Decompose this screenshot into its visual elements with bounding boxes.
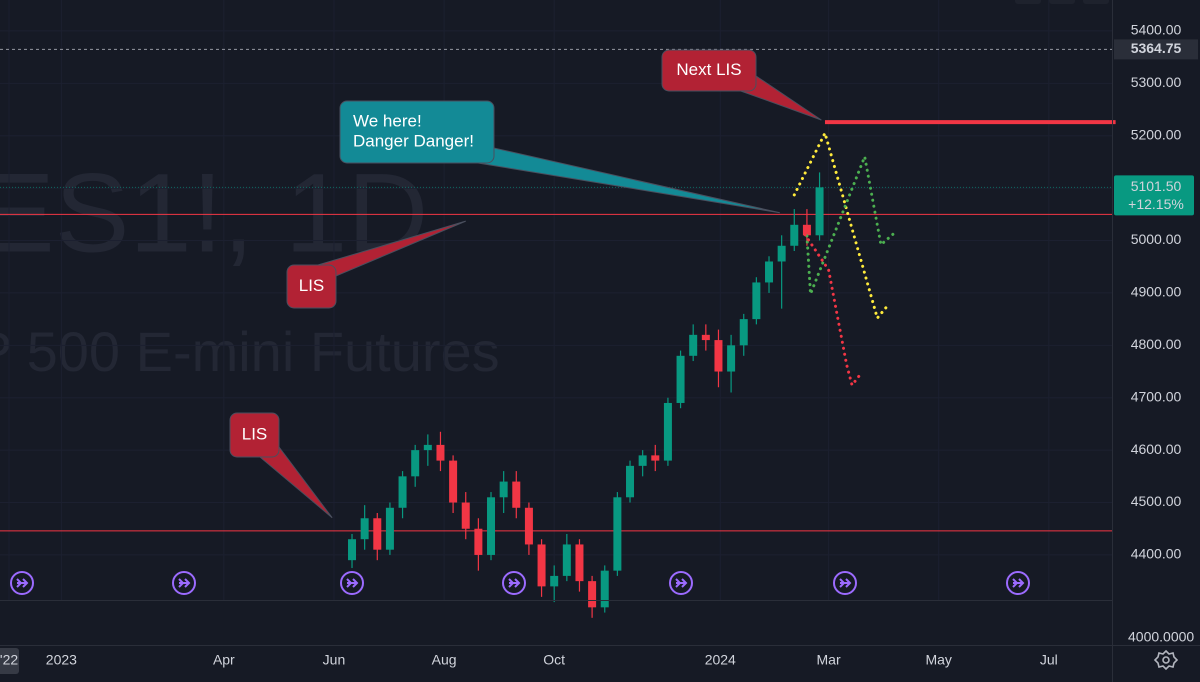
- y-tick-label: 4600.00: [1131, 441, 1182, 457]
- x-tick-label: Jun: [323, 652, 346, 668]
- candle-body: [689, 334, 698, 356]
- candle-body: [537, 544, 546, 587]
- callout-text: LIS: [242, 424, 268, 443]
- candle-body: [790, 224, 799, 246]
- candle-body: [765, 261, 774, 283]
- y-tick-label: 4900.00: [1131, 284, 1182, 300]
- candle-body: [499, 481, 508, 498]
- callout-text: Next LIS: [676, 60, 741, 79]
- x-tick-label: Jul: [1040, 652, 1058, 668]
- axes: 5400.005300.005200.005100.005000.004900.…: [0, 22, 1198, 674]
- event-icon[interactable]: [669, 571, 693, 595]
- candle-body: [626, 465, 635, 498]
- candle-body: [474, 528, 483, 555]
- x-tick-label: '22: [0, 652, 18, 668]
- candle-body: [423, 444, 432, 451]
- y-tick-label: 5200.00: [1131, 126, 1182, 142]
- candle-body: [575, 544, 584, 582]
- toolbar-button[interactable]: [1083, 0, 1109, 4]
- y-tick-label: 5400.00: [1131, 22, 1182, 38]
- candle-body: [512, 481, 521, 508]
- plot: [0, 48, 1116, 618]
- callout-box: [339, 100, 495, 164]
- candle-body: [449, 460, 458, 503]
- event-icon[interactable]: [833, 571, 857, 595]
- candle-body: [600, 570, 609, 608]
- y-tick-label: 5300.00: [1131, 74, 1182, 90]
- change-label: +12.15%: [1128, 196, 1184, 212]
- candle-body: [373, 518, 382, 550]
- callout-box: [229, 412, 280, 458]
- candle-body: [436, 444, 445, 461]
- candle-body: [398, 476, 407, 508]
- candle-body: [739, 319, 748, 346]
- candle-body: [676, 355, 685, 403]
- candle-body: [550, 575, 559, 587]
- candle-body: [385, 507, 394, 550]
- candle-body: [613, 497, 622, 571]
- candle-body: [714, 340, 723, 372]
- watermark: ES1!, 1D S&P 500 E-mini Futures: [0, 151, 500, 383]
- event-icon[interactable]: [340, 571, 364, 595]
- callout-box: [661, 49, 757, 92]
- callout-text: We here!: [353, 111, 422, 130]
- toolbar: [1015, 0, 1109, 4]
- y-tick-label: 4800.00: [1131, 336, 1182, 352]
- callout-box: [286, 264, 337, 309]
- candle-body: [638, 455, 647, 466]
- x-tick-highlight: [0, 648, 20, 674]
- candle-body: [411, 450, 420, 477]
- projection-line: [792, 128, 890, 322]
- candle-body: [815, 187, 824, 236]
- candle-body: [562, 544, 571, 576]
- last-price-label: 5101.50: [1131, 178, 1182, 194]
- x-tick-label: 2024: [705, 652, 736, 668]
- callout-text: Danger Danger!: [353, 131, 474, 150]
- x-tick-label: Apr: [213, 652, 235, 668]
- candle-body: [348, 539, 357, 561]
- candle-body: [360, 518, 369, 540]
- candle-body: [461, 502, 470, 529]
- event-icon[interactable]: [10, 571, 34, 595]
- marker-label: 5364.75: [1131, 40, 1182, 56]
- settings-icon[interactable]: [1153, 649, 1179, 671]
- candle-body: [802, 224, 811, 236]
- y-tick-label: 4500.00: [1131, 493, 1182, 509]
- candle-body: [588, 581, 597, 608]
- candle-body: [663, 402, 672, 461]
- candle-body: [487, 497, 496, 555]
- candle-body: [524, 507, 533, 545]
- lower-pane-label: 4000.0000: [1128, 629, 1194, 645]
- y-tick-label: 4400.00: [1131, 546, 1182, 562]
- last-price-tag: [1114, 175, 1194, 216]
- y-tick-label: 5000.00: [1131, 231, 1182, 247]
- toolbar-button[interactable]: [1015, 0, 1041, 4]
- x-tick-label: 2023: [46, 652, 77, 668]
- annotations: Next LIS We here!Danger Danger! LIS LIS: [229, 49, 822, 519]
- callout-text: LIS: [299, 276, 325, 295]
- x-tick-label: Oct: [543, 652, 565, 668]
- x-tick-label: Aug: [432, 652, 457, 668]
- toolbar-button[interactable]: [1049, 0, 1075, 4]
- watermark-name: S&P 500 E-mini Futures: [0, 320, 500, 383]
- candle-body: [777, 245, 786, 262]
- x-tick-label: Mar: [817, 652, 841, 668]
- candle-body: [701, 334, 710, 341]
- grid: [0, 0, 1112, 600]
- event-icons: [10, 571, 1030, 595]
- event-icon[interactable]: [502, 571, 526, 595]
- event-icon[interactable]: [1006, 571, 1030, 595]
- x-tick-label: May: [925, 652, 951, 668]
- event-icon[interactable]: [172, 571, 196, 595]
- candle-body: [651, 455, 660, 461]
- marker-tag: [1114, 39, 1198, 60]
- y-tick-label: 4700.00: [1131, 388, 1182, 404]
- candle-body: [727, 345, 736, 372]
- projection-line: [803, 233, 861, 389]
- candle-body: [752, 282, 761, 320]
